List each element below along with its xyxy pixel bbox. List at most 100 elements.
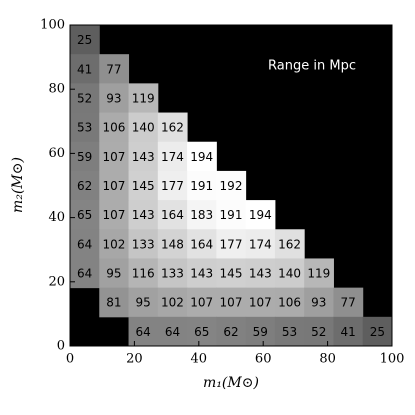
heat-cell — [216, 229, 247, 259]
x-tick-label: 20 — [126, 352, 143, 367]
heat-cell — [216, 170, 247, 201]
cell-label: 52 — [77, 91, 92, 105]
cell-label: 102 — [102, 237, 125, 251]
heat-cell — [128, 258, 159, 289]
cell-label: 107 — [190, 296, 213, 310]
heat-cell — [70, 54, 100, 84]
x-tick-label: 0 — [66, 352, 74, 367]
y-tick-label: 20 — [48, 274, 65, 289]
x-axis-label: m₁(M⊙) — [203, 375, 259, 391]
heat-cell — [128, 200, 159, 230]
cell-label: 64 — [77, 267, 92, 281]
x-tick-label: 100 — [380, 352, 405, 367]
heat-cell — [187, 229, 217, 259]
heat-cell — [274, 258, 305, 289]
cell-label: 191 — [190, 179, 213, 193]
heat-cell — [99, 170, 130, 201]
heat-cell — [70, 141, 100, 172]
heat-cell — [216, 258, 247, 289]
cell-label: 162 — [161, 121, 184, 135]
cell-label: 140 — [278, 267, 301, 281]
cell-label: 192 — [220, 179, 243, 193]
heat-cell — [70, 83, 100, 114]
heat-cell — [245, 258, 276, 289]
heat-cell — [99, 141, 130, 172]
cell-label: 133 — [132, 237, 155, 251]
cell-label: 25 — [370, 325, 385, 339]
heat-cell — [157, 229, 188, 259]
y-tick-label: 40 — [48, 210, 65, 225]
cell-label: 191 — [220, 208, 243, 222]
cell-label: 64 — [136, 325, 151, 339]
cell-label: 183 — [190, 208, 213, 222]
heat-cell — [128, 229, 159, 259]
heat-cell — [128, 83, 159, 114]
cell-label: 53 — [77, 121, 92, 135]
heat-cell — [128, 316, 159, 347]
cell-label: 177 — [220, 237, 243, 251]
cell-label: 53 — [282, 325, 297, 339]
plot-frame — [69, 24, 393, 347]
cell-label: 194 — [249, 208, 272, 222]
heat-cell — [333, 316, 364, 347]
heat-cell — [157, 170, 188, 201]
cell-label: 77 — [340, 296, 355, 310]
heat-cell — [99, 287, 130, 318]
cell-label: 107 — [102, 208, 125, 222]
x-tick-label: 40 — [191, 352, 208, 367]
cell-label: 174 — [249, 237, 272, 251]
heat-cell — [187, 258, 217, 289]
heat-cell — [99, 200, 130, 230]
cell-label: 106 — [102, 121, 125, 135]
heat-cell — [70, 25, 100, 55]
heat-cell — [99, 229, 130, 259]
heat-cell — [245, 287, 276, 318]
heat-cell — [245, 200, 276, 230]
cell-label: 119 — [307, 267, 330, 281]
heat-cell — [99, 83, 130, 114]
heat-cell — [304, 287, 334, 318]
cell-label: 148 — [161, 237, 184, 251]
cell-label: 145 — [132, 179, 155, 193]
heat-cell — [157, 287, 188, 318]
heat-cell — [70, 112, 100, 143]
cell-label: 93 — [106, 91, 121, 105]
cell-label: 143 — [190, 267, 213, 281]
cell-label: 106 — [278, 296, 301, 310]
y-axis-label: m₂(M⊙) — [10, 157, 26, 213]
cell-label: 143 — [249, 267, 272, 281]
heat-cell — [216, 200, 247, 230]
x-tick-label: 80 — [319, 352, 336, 367]
y-tick-label: 60 — [48, 146, 65, 161]
heat-cell — [304, 316, 334, 347]
cell-label: 133 — [161, 267, 184, 281]
cell-label: 194 — [190, 150, 213, 164]
heat-cell — [216, 287, 247, 318]
y-tick-label: 80 — [48, 82, 65, 97]
heat-cell — [362, 316, 393, 347]
cell-label: 65 — [77, 208, 92, 222]
y-tick-label: 0 — [57, 339, 65, 354]
heat-cell — [274, 316, 305, 347]
heat-cell — [99, 54, 130, 84]
cell-label: 62 — [77, 179, 92, 193]
cell-label: 140 — [132, 121, 155, 135]
heat-cell — [274, 229, 305, 259]
cell-label: 164 — [161, 208, 184, 222]
cell-label: 65 — [194, 325, 209, 339]
heat-cell — [99, 258, 130, 289]
cell-label: 143 — [132, 208, 155, 222]
cell-label: 62 — [223, 325, 238, 339]
heat-cell — [128, 170, 159, 201]
cell-label: 162 — [278, 237, 301, 251]
heat-cell — [187, 170, 217, 201]
cell-label: 177 — [161, 179, 184, 193]
cell-label: 77 — [106, 62, 121, 76]
cell-label: 25 — [77, 33, 92, 47]
cell-label: 41 — [77, 62, 92, 76]
cell-label: 143 — [132, 150, 155, 164]
annotation: Range in Mpc — [268, 59, 356, 74]
cell-label: 59 — [77, 150, 92, 164]
heat-cell — [70, 258, 100, 289]
